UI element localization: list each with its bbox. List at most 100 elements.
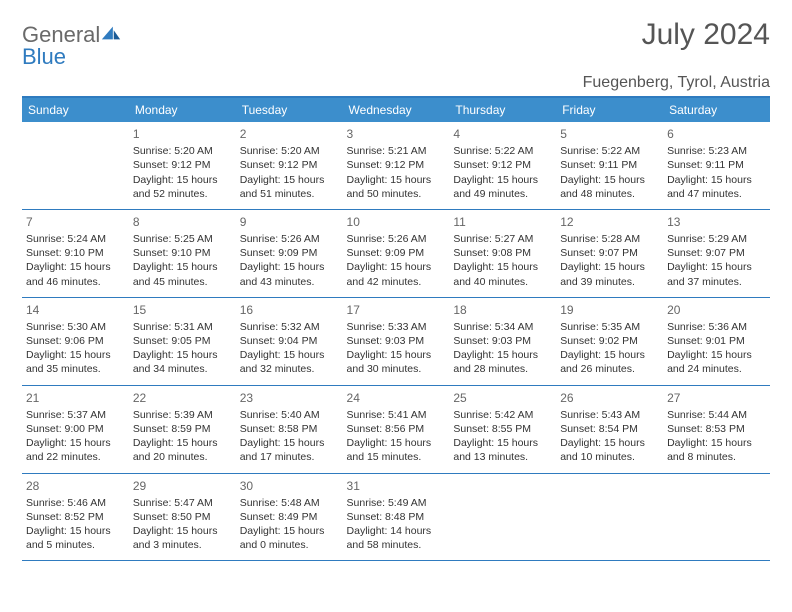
calendar-cell: 14Sunrise: 5:30 AMSunset: 9:06 PMDayligh… [22,297,129,385]
daylight-text: Daylight: 15 hours and 5 minutes. [26,524,125,552]
daylight-text: Daylight: 15 hours and 30 minutes. [347,348,446,376]
calendar-cell: 11Sunrise: 5:27 AMSunset: 9:08 PMDayligh… [449,209,556,297]
daylight-text: Daylight: 15 hours and 47 minutes. [667,173,766,201]
calendar-cell: 3Sunrise: 5:21 AMSunset: 9:12 PMDaylight… [343,122,450,209]
calendar-cell: 22Sunrise: 5:39 AMSunset: 8:59 PMDayligh… [129,385,236,473]
day-number: 3 [347,126,446,142]
sunset-text: Sunset: 8:52 PM [26,510,125,524]
calendar-cell: 1Sunrise: 5:20 AMSunset: 9:12 PMDaylight… [129,122,236,209]
calendar-cell [449,473,556,561]
calendar-cell: 16Sunrise: 5:32 AMSunset: 9:04 PMDayligh… [236,297,343,385]
location: Fuegenberg, Tyrol, Austria [22,74,770,98]
day-number: 15 [133,302,232,318]
sunrise-text: Sunrise: 5:20 AM [133,144,232,158]
sunrise-text: Sunrise: 5:40 AM [240,408,339,422]
day-number: 5 [560,126,659,142]
day-number: 19 [560,302,659,318]
daylight-text: Daylight: 15 hours and 50 minutes. [347,173,446,201]
sunset-text: Sunset: 8:54 PM [560,422,659,436]
logo-word-2: Blue [22,44,66,69]
sunrise-text: Sunrise: 5:20 AM [240,144,339,158]
daylight-text: Daylight: 15 hours and 42 minutes. [347,260,446,288]
daylight-text: Daylight: 15 hours and 8 minutes. [667,436,766,464]
calendar-body: 1Sunrise: 5:20 AMSunset: 9:12 PMDaylight… [22,122,770,561]
sunset-text: Sunset: 9:09 PM [240,246,339,260]
sunrise-text: Sunrise: 5:26 AM [240,232,339,246]
sunrise-text: Sunrise: 5:39 AM [133,408,232,422]
sunset-text: Sunset: 9:12 PM [240,158,339,172]
sunrise-text: Sunrise: 5:27 AM [453,232,552,246]
day-number: 11 [453,214,552,230]
day-number: 9 [240,214,339,230]
calendar-row: 21Sunrise: 5:37 AMSunset: 9:00 PMDayligh… [22,385,770,473]
sunset-text: Sunset: 8:55 PM [453,422,552,436]
calendar-cell: 8Sunrise: 5:25 AMSunset: 9:10 PMDaylight… [129,209,236,297]
daylight-text: Daylight: 15 hours and 40 minutes. [453,260,552,288]
daylight-text: Daylight: 15 hours and 49 minutes. [453,173,552,201]
title-block: July 2024 [642,18,770,54]
day-number: 18 [453,302,552,318]
sunset-text: Sunset: 8:50 PM [133,510,232,524]
calendar-cell: 26Sunrise: 5:43 AMSunset: 8:54 PMDayligh… [556,385,663,473]
daylight-text: Daylight: 15 hours and 13 minutes. [453,436,552,464]
sunset-text: Sunset: 9:10 PM [26,246,125,260]
calendar-cell: 7Sunrise: 5:24 AMSunset: 9:10 PMDaylight… [22,209,129,297]
day-number: 12 [560,214,659,230]
sunset-text: Sunset: 9:02 PM [560,334,659,348]
daylight-text: Daylight: 15 hours and 0 minutes. [240,524,339,552]
day-number: 27 [667,390,766,406]
sunrise-text: Sunrise: 5:44 AM [667,408,766,422]
day-number: 25 [453,390,552,406]
daylight-text: Daylight: 15 hours and 39 minutes. [560,260,659,288]
location-wrap: Fuegenberg, Tyrol, Austria [22,74,770,98]
calendar-cell: 27 Sunrise: 5:44 AMSunset: 8:53 PMDayligh… [663,385,770,473]
logo-text: General Blue [22,24,122,68]
calendar-cell: 25Sunrise: 5:42 AMSunset: 8:55 PMDayligh… [449,385,556,473]
daylight-text: Daylight: 15 hours and 48 minutes. [560,173,659,201]
calendar-head: SundayMondayTuesdayWednesdayThursdayFrid… [22,98,770,122]
calendar-cell [22,122,129,209]
daylight-text: Daylight: 15 hours and 15 minutes. [347,436,446,464]
sunset-text: Sunset: 9:12 PM [453,158,552,172]
calendar-cell: 23Sunrise: 5:40 AMSunset: 8:58 PMDayligh… [236,385,343,473]
sunset-text: Sunset: 8:49 PM [240,510,339,524]
calendar-cell: 19Sunrise: 5:35 AMSunset: 9:02 PMDayligh… [556,297,663,385]
sunrise-text: Sunrise: 5:46 AM [26,496,125,510]
weekday-header: Sunday [22,98,129,122]
sunset-text: Sunset: 8:56 PM [347,422,446,436]
calendar-cell: 5Sunrise: 5:22 AMSunset: 9:11 PMDaylight… [556,122,663,209]
day-number: 24 [347,390,446,406]
calendar-cell [663,473,770,561]
daylight-text: Daylight: 15 hours and 52 minutes. [133,173,232,201]
daylight-text: Daylight: 15 hours and 32 minutes. [240,348,339,376]
calendar-cell: 10Sunrise: 5:26 AMSunset: 9:09 PMDayligh… [343,209,450,297]
day-number: 14 [26,302,125,318]
day-number: 20 [667,302,766,318]
day-number: 1 [133,126,232,142]
sunset-text: Sunset: 8:58 PM [240,422,339,436]
daylight-text: Daylight: 15 hours and 34 minutes. [133,348,232,376]
sunset-text: Sunset: 9:06 PM [26,334,125,348]
calendar-table: SundayMondayTuesdayWednesdayThursdayFrid… [22,98,770,561]
sunrise-text: Sunrise: 5:28 AM [560,232,659,246]
calendar-row: 14Sunrise: 5:30 AMSunset: 9:06 PMDayligh… [22,297,770,385]
sunset-text: Sunset: 9:10 PM [133,246,232,260]
daylight-text: Daylight: 15 hours and 35 minutes. [26,348,125,376]
calendar-cell: 20Sunrise: 5:36 AMSunset: 9:01 PMDayligh… [663,297,770,385]
sunrise-text: Sunrise: 5:26 AM [347,232,446,246]
sunset-text: Sunset: 9:11 PM [560,158,659,172]
sunrise-text: Sunrise: 5:47 AM [133,496,232,510]
sunrise-text: Sunrise: 5:23 AM [667,144,766,158]
day-number: 30 [240,478,339,494]
day-number: 16 [240,302,339,318]
calendar-cell: 31Sunrise: 5:49 AMSunset: 8:48 PMDayligh… [343,473,450,561]
daylight-text: Daylight: 15 hours and 37 minutes. [667,260,766,288]
sunset-text: Sunset: 8:53 PM [667,422,766,436]
daylight-text: Daylight: 15 hours and 10 minutes. [560,436,659,464]
daylight-text: Daylight: 15 hours and 28 minutes. [453,348,552,376]
sail-icon [100,24,122,42]
sunset-text: Sunset: 9:00 PM [26,422,125,436]
day-number: 7 [26,214,125,230]
calendar-cell: 12Sunrise: 5:28 AMSunset: 9:07 PMDayligh… [556,209,663,297]
day-number: 31 [347,478,446,494]
